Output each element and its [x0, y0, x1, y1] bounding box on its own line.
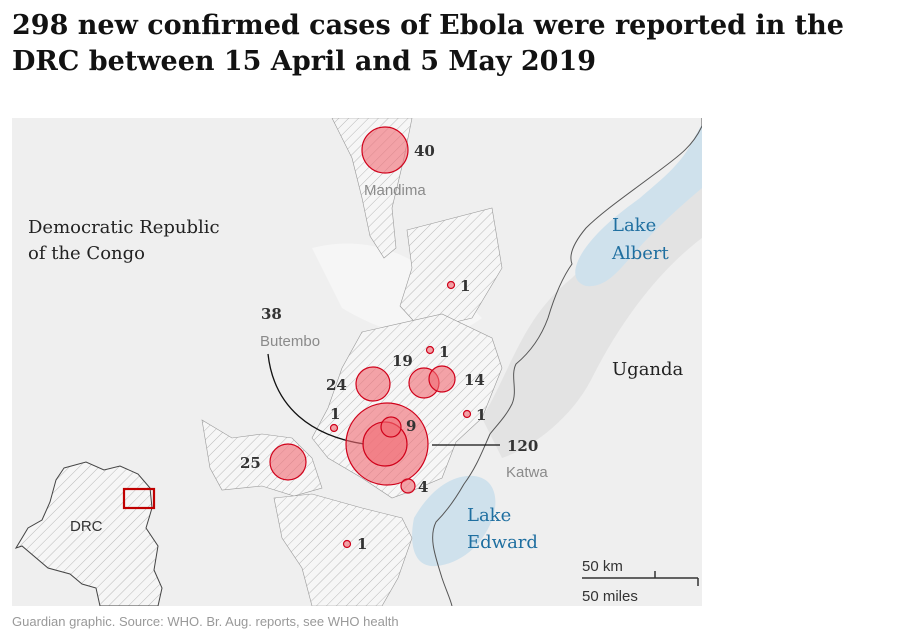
bubble-south	[342, 539, 352, 549]
bubble-north	[446, 280, 456, 290]
case-label-north: 1	[460, 277, 470, 295]
country-label-drc-line2: of the Congo	[28, 243, 145, 264]
source-footer: Guardian graphic. Source: WHO. Br. Aug. …	[12, 614, 399, 629]
case-label-25: 25	[240, 454, 261, 472]
lake-label-albert-line2: Albert	[611, 243, 670, 264]
case-label-1c: 1	[476, 406, 486, 424]
case-label-19: 19	[392, 352, 413, 370]
bubble-mandima	[361, 126, 409, 174]
lake-label-edward-line2: Edward	[467, 532, 538, 553]
place-label-butembo: Butembo	[260, 333, 320, 350]
bubble-25	[269, 443, 307, 481]
bubble-24	[355, 366, 391, 402]
bubble-1b	[329, 423, 339, 433]
bubble-4	[400, 478, 416, 494]
case-label-1a: 1	[439, 343, 449, 361]
place-label-katwa: Katwa	[506, 464, 548, 481]
inset-drc-outline	[14, 461, 163, 606]
case-label-mandima: 40	[414, 142, 435, 160]
case-label-1b: 1	[330, 405, 340, 423]
inset-locator-map: DRC	[14, 461, 163, 606]
country-label-uganda: Uganda	[612, 359, 684, 380]
ebola-map: Democratic Republic of the Congo Uganda …	[12, 118, 702, 606]
country-label-drc-line1: Democratic Republic	[28, 217, 220, 238]
bubble-14	[428, 365, 456, 393]
case-label-butembo: 38	[261, 305, 282, 323]
case-label-4: 4	[418, 478, 428, 496]
case-label-24: 24	[326, 376, 347, 394]
case-label-14: 14	[464, 371, 485, 389]
case-label-katwa: 120	[507, 437, 538, 455]
inset-frame	[122, 487, 156, 510]
lake-label-albert-line1: Lake	[612, 215, 656, 236]
scale-label-km: 50 km	[582, 558, 623, 575]
chart-title: 298 new confirmed cases of Ebola were re…	[12, 10, 844, 77]
scale-label-miles: 50 miles	[582, 588, 638, 605]
place-label-mandima: Mandima	[364, 182, 426, 199]
lake-albert	[575, 124, 702, 287]
bubble-1c	[462, 409, 472, 419]
lake-label-edward-line1: Lake	[467, 505, 511, 526]
bubble-9	[380, 416, 402, 438]
inset-label: DRC	[70, 518, 103, 535]
scale-bar: 50 km 50 miles	[582, 558, 699, 605]
zone-south	[273, 493, 413, 606]
bubble-1a	[425, 345, 435, 355]
international-border	[432, 118, 702, 606]
case-bubbles	[269, 126, 472, 549]
case-label-9: 9	[406, 417, 416, 435]
case-label-south: 1	[357, 535, 367, 553]
